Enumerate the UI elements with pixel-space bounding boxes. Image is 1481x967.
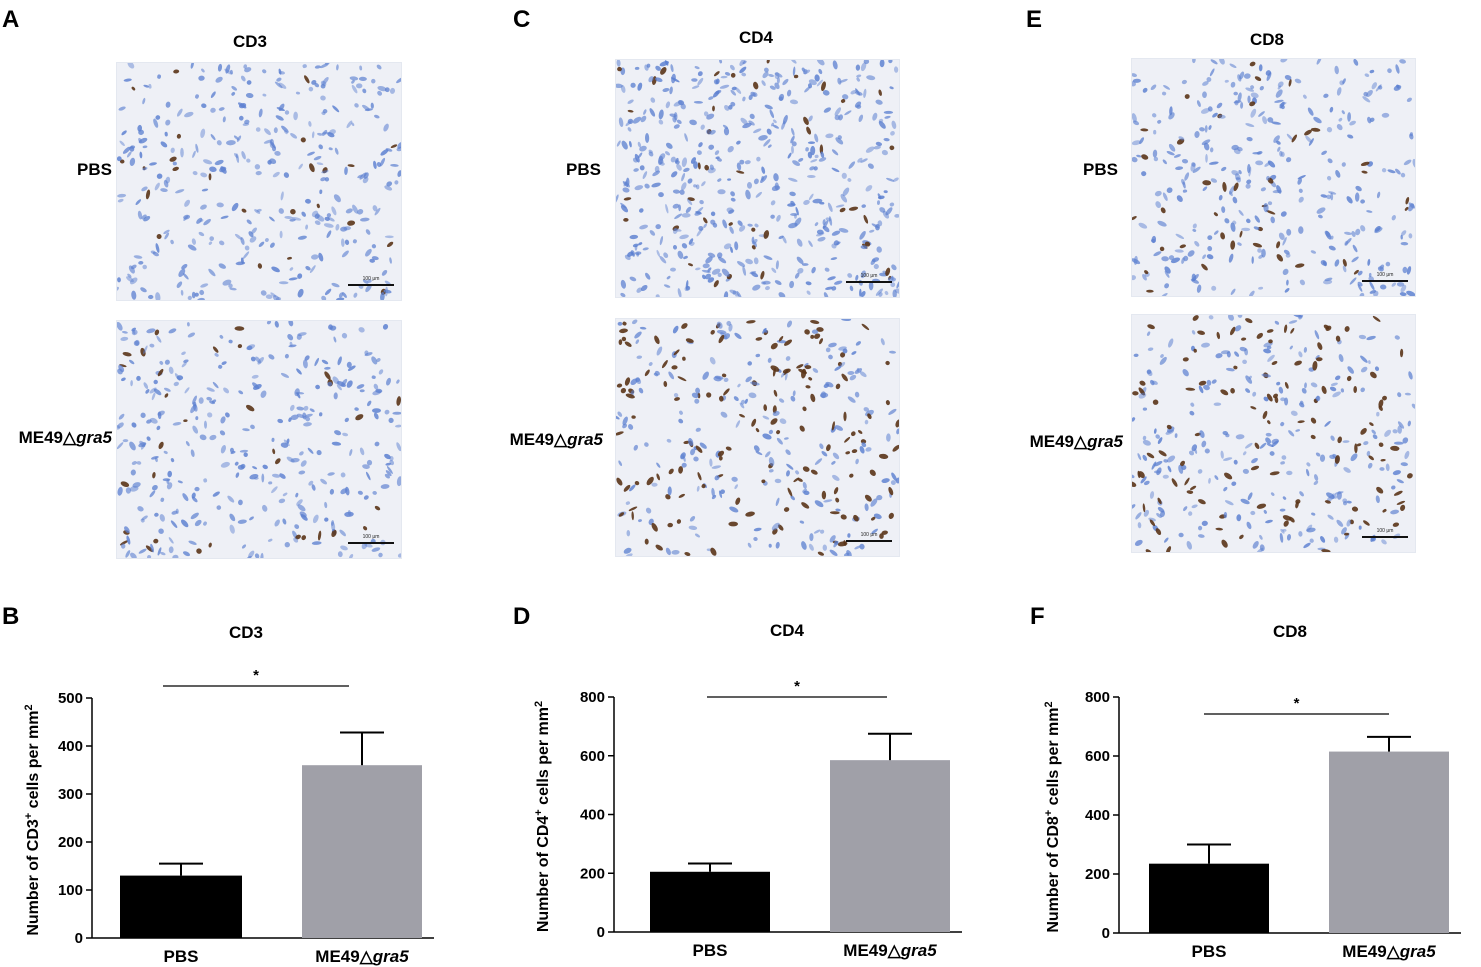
panel-letter-d: D bbox=[513, 603, 531, 630]
row-label-me49-a: ME49△gra5 bbox=[18, 428, 112, 447]
scale-label: 100 μm bbox=[860, 273, 878, 279]
category-label: ME49△gra5 bbox=[315, 947, 409, 966]
y-tick-label: 300 bbox=[58, 786, 83, 803]
panel-letter-b: B bbox=[2, 603, 20, 630]
scale-bar bbox=[846, 540, 892, 542]
micrograph-cd8-pbs bbox=[1131, 58, 1416, 297]
scale-bar bbox=[348, 542, 394, 544]
category-label: ME49△gra5 bbox=[1342, 942, 1436, 961]
scale-label: 100 μm bbox=[1376, 528, 1394, 534]
y-tick-label: 200 bbox=[1085, 866, 1110, 883]
row-label-me49-c: ME49△gra5 bbox=[509, 430, 603, 449]
significance-marker: * bbox=[253, 667, 259, 684]
bar-pbs bbox=[1149, 863, 1269, 933]
category-label: PBS bbox=[164, 947, 199, 966]
scale-label: 100 μm bbox=[1376, 272, 1394, 278]
panel-letter-e: E bbox=[1026, 6, 1043, 33]
row-label-pbs-c: PBS bbox=[566, 160, 601, 179]
micrograph-title-cd3: CD3 bbox=[232, 32, 267, 51]
y-tick-label: 100 bbox=[58, 882, 83, 899]
y-axis-label: Number of CD8+ cells per mm2 bbox=[1043, 701, 1062, 932]
micrograph-cd3-pbs bbox=[116, 62, 402, 301]
y-tick-label: 800 bbox=[1085, 689, 1110, 706]
bar-me49-gra5 bbox=[1329, 751, 1449, 933]
row-label-pbs-e: PBS bbox=[1083, 160, 1118, 179]
bar-pbs bbox=[650, 871, 770, 932]
micrograph-cd4-pbs bbox=[615, 59, 900, 298]
panel-letter-c: C bbox=[513, 6, 531, 33]
micrograph-cd4-me49 bbox=[615, 318, 900, 557]
bar-me49-gra5 bbox=[830, 760, 950, 932]
chart-title: CD8 bbox=[1273, 622, 1307, 641]
category-label: PBS bbox=[693, 941, 728, 960]
bar-chart-cd4: CD4 0 200 400 600 800 Number of CD4+ cells per… bbox=[510, 610, 980, 967]
chart-title: CD4 bbox=[770, 621, 805, 640]
y-axis-label: Number of CD3+ cells per mm2 bbox=[23, 704, 42, 935]
y-tick-label: 200 bbox=[580, 865, 605, 882]
scale-label: 100 μm bbox=[362, 534, 380, 540]
micrograph-title-cd4: CD4 bbox=[738, 28, 773, 47]
bar-chart-cd3: CD3 0 100 200 300 400 500 Number of CD3+ cells … bbox=[0, 610, 460, 967]
panel-letter-f: F bbox=[1030, 603, 1045, 630]
y-tick-label: 0 bbox=[1102, 925, 1110, 942]
bar-me49-gra5 bbox=[302, 765, 422, 938]
y-tick-label: 600 bbox=[580, 748, 605, 765]
scale-bar bbox=[846, 281, 892, 283]
y-tick-label: 500 bbox=[58, 690, 83, 707]
y-tick-label: 400 bbox=[58, 738, 83, 755]
y-tick-label: 400 bbox=[580, 807, 605, 824]
micrograph-cd3-me49 bbox=[116, 320, 402, 559]
chart-title: CD3 bbox=[229, 623, 263, 642]
significance-marker: * bbox=[794, 678, 800, 695]
bar-pbs bbox=[120, 875, 242, 938]
scale-bar bbox=[1362, 280, 1408, 282]
y-tick-label: 0 bbox=[75, 930, 83, 947]
y-tick-label: 800 bbox=[580, 689, 605, 706]
row-label-me49-e: ME49△gra5 bbox=[1029, 432, 1123, 451]
micrograph-cd8-me49 bbox=[1131, 314, 1416, 553]
panel-letter-a: A bbox=[2, 6, 20, 33]
micrograph-title-cd8: CD8 bbox=[1249, 30, 1284, 49]
y-tick-label: 200 bbox=[58, 834, 83, 851]
significance-marker: * bbox=[1294, 695, 1300, 712]
category-label: PBS bbox=[1192, 942, 1227, 961]
y-tick-label: 400 bbox=[1085, 807, 1110, 824]
scale-bar bbox=[1362, 536, 1408, 538]
scale-label: 100 μm bbox=[362, 276, 380, 282]
scale-label: 100 μm bbox=[860, 532, 878, 538]
category-label: ME49△gra5 bbox=[843, 941, 937, 960]
row-label-pbs-a: PBS bbox=[77, 160, 112, 179]
scale-bar bbox=[348, 284, 394, 286]
y-axis-label: Number of CD4+ cells per mm2 bbox=[533, 701, 552, 932]
y-tick-label: 0 bbox=[597, 924, 605, 941]
bar-chart-cd8: CD8 0 200 400 600 800 Number of CD8+ cells per… bbox=[1020, 610, 1481, 967]
y-tick-label: 600 bbox=[1085, 748, 1110, 765]
